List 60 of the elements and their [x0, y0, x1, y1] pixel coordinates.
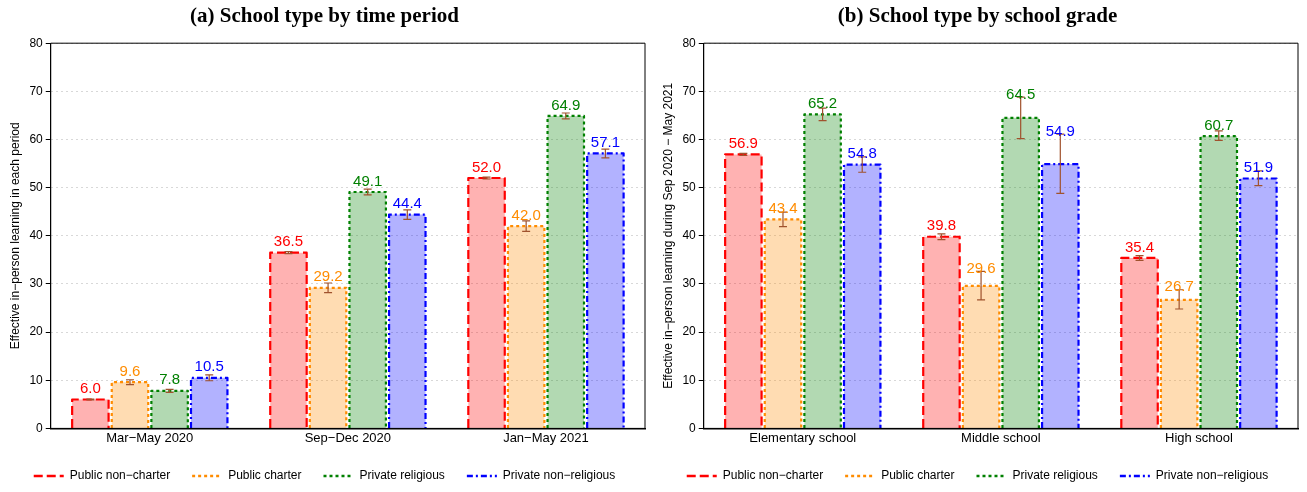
x-tick-label: High school [1164, 429, 1234, 445]
y-axis-title: Effective in−person learning in each period [7, 122, 22, 350]
legend-label: Private non−religious [1155, 468, 1269, 483]
data-label: 36.5 [273, 232, 304, 250]
data-label: 29.6 [966, 259, 996, 277]
x-tick-label: Elementary school [749, 429, 857, 445]
y-tick-label: 60 [682, 131, 697, 146]
y-tick-label: 10 [29, 372, 44, 387]
y-tick-label: 30 [682, 276, 697, 291]
y-tick-label: 20 [682, 324, 697, 339]
data-label: 54.8 [847, 144, 877, 162]
data-label: 64.5 [1006, 84, 1036, 102]
data-label: 7.8 [159, 370, 181, 388]
y-axis-title: Effective in−person learning during Sep 2020 − May 2021 [660, 82, 675, 389]
y-tick-label: 40 [682, 228, 697, 243]
x-tick-label: Mar−May 2020 [106, 429, 194, 445]
data-label: 60.7 [1204, 115, 1234, 133]
y-tick-label: 70 [682, 83, 697, 98]
legend-label: Private religious [1012, 468, 1098, 483]
legend-label: Public non−charter [722, 468, 824, 483]
y-tick-label: 0 [36, 420, 44, 435]
y-tick-label: 50 [682, 179, 697, 194]
chart-title: (a) School type by time period [190, 3, 460, 28]
data-label: 26.7 [1164, 277, 1194, 295]
data-label: 43.4 [768, 199, 798, 217]
y-tick-label: 30 [29, 276, 44, 291]
data-label: 54.9 [1045, 121, 1075, 139]
data-label: 64.9 [551, 95, 581, 113]
data-label: 35.4 [1124, 237, 1155, 255]
y-tick-label: 20 [29, 324, 44, 339]
legend-label: Public non−charter [69, 468, 171, 483]
y-tick-label: 70 [29, 83, 44, 98]
data-label: 39.8 [926, 216, 957, 234]
y-tick-label: 0 [689, 420, 697, 435]
data-label: 44.4 [392, 194, 422, 212]
data-label: 49.1 [353, 171, 383, 189]
data-label: 6.0 [79, 379, 101, 397]
y-tick-label: 10 [682, 372, 697, 387]
y-tick-label: 60 [29, 131, 44, 146]
data-label: 56.9 [728, 134, 758, 152]
y-tick-label: 80 [29, 35, 44, 50]
data-label: 51.9 [1243, 158, 1273, 176]
data-label: 42.0 [511, 205, 541, 223]
y-tick-label: 80 [682, 35, 697, 50]
data-label: 9.6 [119, 361, 141, 379]
data-label: 10.5 [194, 357, 224, 375]
x-tick-label: Middle school [961, 429, 1041, 445]
legend-label: Private non−religious [502, 468, 616, 483]
data-label: 57.1 [590, 133, 620, 151]
legend-label: Public charter [881, 468, 955, 483]
data-label: 65.2 [808, 94, 838, 112]
y-tick-label: 40 [29, 228, 44, 243]
data-label: 29.2 [313, 267, 343, 285]
chart-title: (b) School type by school grade [837, 3, 1118, 28]
legend-label: Public charter [228, 468, 302, 483]
legend-label: Private religious [359, 468, 445, 483]
y-tick-label: 50 [29, 179, 44, 194]
x-tick-label: Sep−Dec 2020 [304, 429, 392, 445]
data-label: 52.0 [471, 157, 502, 175]
x-tick-label: Jan−May 2021 [503, 429, 589, 445]
